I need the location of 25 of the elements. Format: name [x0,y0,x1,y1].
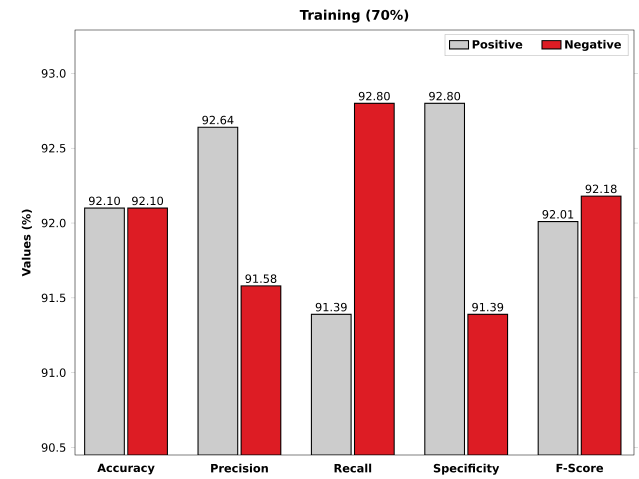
data-label: 92.80 [429,92,460,100]
data-label: 92.01 [542,210,574,219]
data-label: 91.39 [316,302,347,312]
data-label: 92.80 [358,92,390,100]
x-tick-label: Recall [334,464,372,472]
data-label: 91.39 [472,302,504,312]
y-axis-title: Values (%) [22,209,32,276]
data-label: 91.58 [245,274,276,283]
chart-title: Training (70%) [300,10,408,23]
y-tick-label: 90.5 [42,443,66,452]
x-tick-label: Accuracy [97,464,155,474]
data-label: 92.10 [132,196,164,206]
y-tick-label: 91.5 [42,293,66,302]
y-tick-label: 93.0 [42,69,66,78]
x-tick-label: F-Score [556,464,604,472]
legend-label: Negative [565,40,621,51]
data-label: 92.64 [202,116,234,124]
y-tick-label: 92.5 [42,144,66,152]
data-label: 92.10 [88,196,120,206]
legend-label: Positive [472,40,522,49]
x-tick-label: Precision [211,464,268,472]
x-tick-label: Specificity [434,464,500,475]
y-tick-label: 91.0 [42,368,66,377]
y-tick-label: 92.0 [42,218,66,228]
data-label: 92.18 [586,184,617,194]
